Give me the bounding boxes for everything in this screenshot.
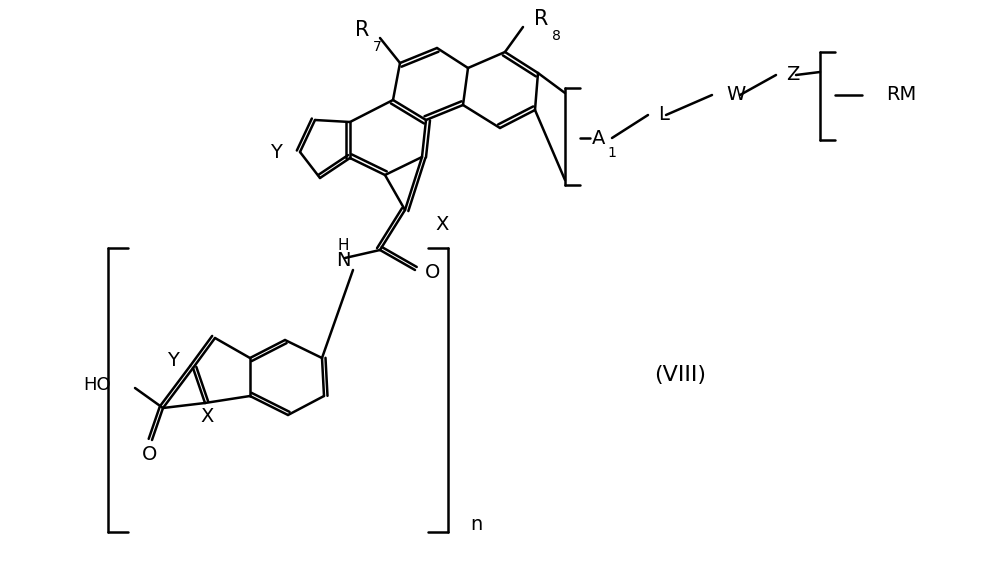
Text: HO: HO	[84, 376, 111, 394]
Text: R: R	[355, 20, 369, 40]
Text: (VIII): (VIII)	[654, 365, 706, 385]
Text: O: O	[143, 445, 158, 463]
Text: n: n	[470, 515, 482, 534]
Text: 8: 8	[552, 29, 561, 43]
Text: Z: Z	[786, 66, 799, 84]
Text: H: H	[337, 238, 348, 254]
Text: L: L	[658, 105, 669, 124]
Text: RM: RM	[886, 86, 916, 104]
Text: X: X	[435, 215, 448, 234]
Text: O: O	[425, 263, 440, 283]
Text: 1: 1	[607, 146, 616, 160]
Text: Y: Y	[167, 351, 179, 369]
Text: Y: Y	[270, 142, 282, 161]
Text: R: R	[534, 9, 548, 29]
Text: 7: 7	[373, 40, 382, 54]
Text: N: N	[335, 251, 350, 271]
Text: X: X	[201, 408, 214, 426]
Text: A: A	[592, 128, 606, 148]
Text: W: W	[726, 86, 746, 104]
